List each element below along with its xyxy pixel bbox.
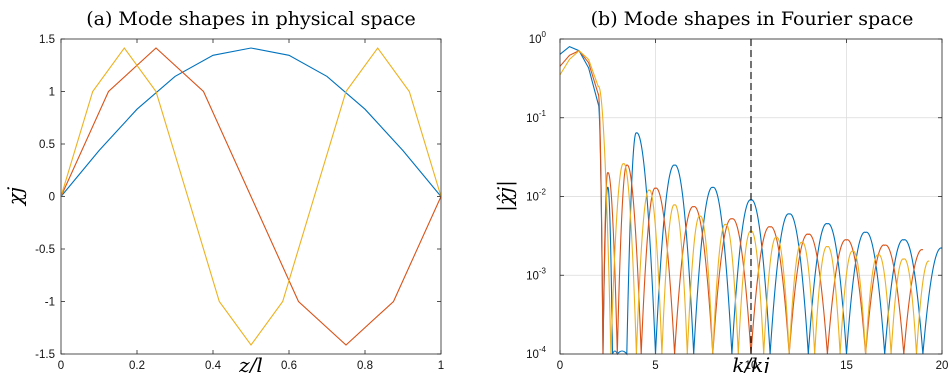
panel-b-ytick-label: 100 [529, 30, 547, 46]
panel-a-axes-frame [60, 38, 442, 355]
panel-b-ytick-label: 10-1 [526, 109, 546, 125]
panel-a-series-line-2 [60, 47, 442, 346]
panel-a-xtick-label: 0.2 [129, 360, 145, 372]
panel-b-xtick-label: 15 [840, 360, 853, 372]
panel-b-xtick-label: 5 [652, 360, 658, 372]
panel-a-ytick-label: -1 [45, 297, 55, 309]
panel-a-xtick-label: 0.4 [205, 360, 222, 372]
panel-a-ylabel: χj [3, 187, 27, 207]
panel-a-xtick-label: 0.8 [357, 360, 373, 372]
panel-b-ytick-label: 10-4 [526, 345, 546, 361]
panel-b-xtick-label: 0 [557, 360, 563, 372]
panel-a-title: (a) Mode shapes in physical space [86, 8, 416, 30]
panel-a-ytick-label: -0.5 [35, 244, 55, 256]
panel-a-mode-shapes-physical: (a) Mode shapes in physical space 0 0.2 0.… [3, 8, 444, 373]
panel-a-xtick-label: 0.6 [281, 360, 297, 372]
panel-b-title: (b) Mode shapes in Fourier space [591, 8, 914, 30]
panel-b-xtick-label: 20 [936, 360, 949, 372]
panel-b-plot-area: 0 5 10 15 20 10-4 10-3 10-2 10-1 100 [526, 30, 948, 372]
panel-a-series-line-1 [60, 47, 442, 197]
panel-a-ytick-label: 1 [49, 87, 55, 99]
panel-a-ytick-label: 0 [49, 192, 55, 204]
panel-b-xtick-label: 10 [745, 360, 758, 372]
panel-b-axes-frame [559, 38, 943, 355]
panel-b-ytick-label: 10-2 [526, 188, 546, 204]
panel-a-series-line-3 [60, 47, 442, 346]
panel-b-xlabel: k/kj [732, 353, 769, 373]
panel-a-ytick-label: 1.5 [39, 34, 55, 46]
panel-a-xtick-label: 0 [58, 360, 64, 372]
panel-a-ytick-label: -1.5 [35, 349, 55, 361]
panel-a-ytick-label: 0.5 [39, 139, 55, 151]
panel-a-xtick-label: 1 [438, 360, 444, 372]
panel-b-series-line-3 [559, 49, 930, 355]
panel-b-ylabel: |χ̂j| [493, 180, 518, 212]
panel-a-xlabel: z/l [238, 353, 263, 373]
panel-a-plot-area: 0 0.2 0.4 0.6 0.8 1 -1.5 -1 -0.5 0 0.5 1 1.5 [35, 34, 444, 372]
panel-b-ytick-label: 10-3 [526, 266, 546, 282]
panel-b-mode-shapes-fourier: (b) Mode shapes in Fourier space 0 5 10 15 2… [493, 8, 948, 373]
